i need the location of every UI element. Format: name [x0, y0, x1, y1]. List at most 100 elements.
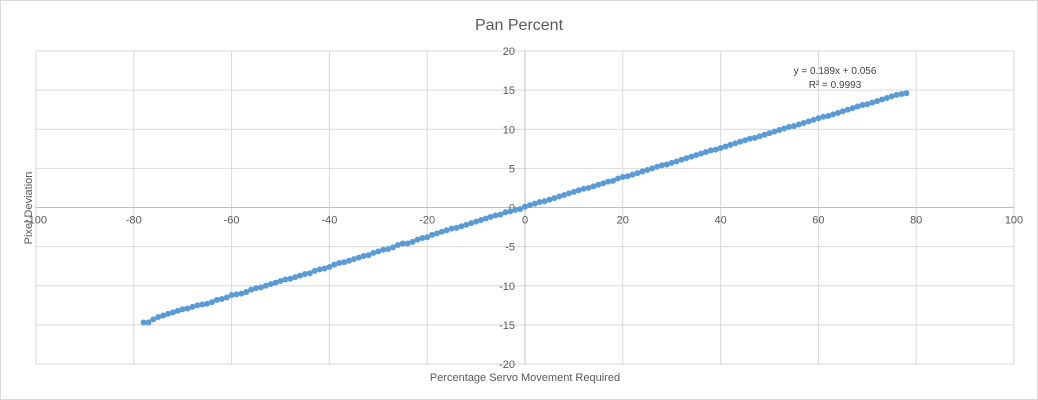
data-point [893, 91, 900, 98]
data-point [389, 244, 396, 251]
data-point [531, 200, 538, 207]
data-point [174, 307, 181, 314]
data-point [737, 138, 744, 145]
data-point [688, 153, 695, 160]
data-point [771, 128, 778, 135]
data-point [282, 276, 289, 283]
data-point [849, 105, 856, 112]
data-point [673, 158, 680, 165]
data-point [243, 289, 250, 296]
data-point [614, 175, 621, 182]
data-point [878, 96, 885, 103]
data-point [326, 263, 333, 270]
data-point [199, 301, 206, 308]
data-point [155, 314, 162, 321]
data-points [140, 90, 910, 326]
data-point [419, 235, 426, 242]
data-point [859, 101, 866, 108]
data-point [204, 300, 211, 307]
data-point [658, 162, 665, 169]
data-point [712, 146, 719, 153]
data-point [297, 272, 304, 279]
data-point [468, 220, 475, 227]
data-point [165, 310, 172, 317]
data-point [140, 319, 147, 326]
data-point [345, 257, 352, 264]
data-point [805, 118, 812, 125]
data-point [810, 116, 817, 123]
data-point [497, 211, 504, 218]
data-point [864, 101, 871, 108]
data-point [556, 193, 563, 200]
data-point [595, 181, 602, 188]
data-point [341, 259, 348, 266]
data-point [218, 296, 225, 303]
data-point [566, 190, 573, 197]
data-point [624, 173, 631, 180]
data-point [903, 90, 910, 97]
data-point [839, 108, 846, 115]
data-point [668, 159, 675, 166]
data-point [233, 291, 240, 298]
data-point [526, 202, 533, 209]
data-point [385, 245, 392, 252]
data-point [287, 275, 294, 282]
data-point [820, 113, 827, 120]
x-tick-label: -80 [126, 215, 142, 227]
data-point [707, 147, 714, 154]
data-point [678, 156, 685, 163]
data-point [756, 133, 763, 140]
data-point [253, 285, 260, 292]
data-point [693, 152, 700, 159]
x-tick-label: 100 [1005, 215, 1023, 227]
data-point [394, 242, 401, 249]
data-point [570, 188, 577, 195]
data-point [429, 231, 436, 238]
data-point [610, 177, 617, 184]
y-tick-label: 5 [509, 163, 515, 175]
data-point [761, 131, 768, 138]
data-point [365, 252, 372, 259]
data-point [453, 224, 460, 231]
data-point [854, 103, 861, 110]
data-point [561, 191, 568, 198]
data-point [639, 168, 646, 175]
data-point [825, 112, 832, 119]
data-point [463, 221, 470, 228]
y-tick-label: 20 [503, 46, 515, 58]
y-tick-label: -5 [505, 242, 515, 254]
y-tick-label: 0 [509, 203, 515, 215]
data-point [350, 256, 357, 263]
data-point [424, 234, 431, 241]
x-tick-label: 0 [522, 215, 528, 227]
data-point [375, 248, 382, 255]
y-tick-label: 10 [503, 124, 515, 136]
x-tick-label: 60 [812, 215, 824, 227]
data-point [541, 198, 548, 205]
y-tick-label: -15 [499, 320, 515, 332]
x-tick-label: -100 [25, 215, 47, 227]
x-tick-label: 80 [910, 215, 922, 227]
data-point [184, 305, 191, 312]
data-point [160, 312, 167, 319]
data-point [448, 225, 455, 232]
data-point [189, 303, 196, 310]
data-point [370, 249, 377, 256]
data-point [492, 212, 499, 219]
data-point [272, 279, 279, 286]
data-point [605, 178, 612, 185]
data-point [209, 299, 216, 306]
data-point [277, 278, 284, 285]
data-point [473, 218, 480, 225]
data-point [644, 166, 651, 173]
data-point [213, 296, 220, 303]
data-point [321, 265, 328, 272]
data-point [380, 246, 387, 253]
tick-label-layer: -100 -80 -60 -40 -20 0 20 40 60 80 100 -20 -15 -10 -5 0… [25, 46, 1023, 371]
data-point [194, 302, 201, 309]
data-point [546, 196, 553, 203]
data-point [874, 98, 881, 105]
data-point [443, 227, 450, 234]
